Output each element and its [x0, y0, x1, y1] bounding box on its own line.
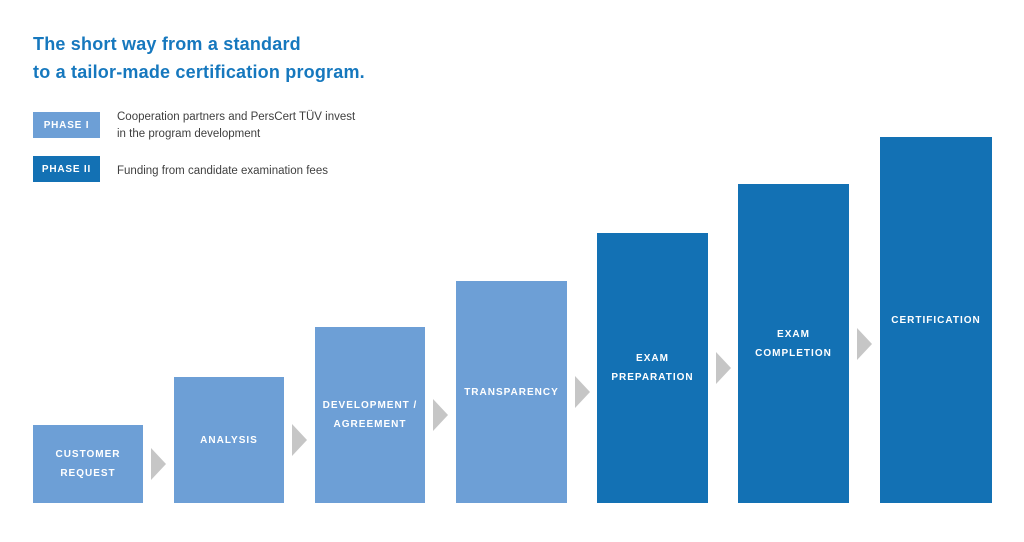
step-label-line: REQUEST: [60, 468, 116, 479]
title-line-1: The short way from a standard: [33, 34, 301, 54]
phase-2-badge: PHASE II: [33, 156, 100, 182]
step-label-line: CERTIFICATION: [891, 314, 981, 326]
step-arrow-icon: [716, 352, 731, 384]
step-bar-transparency: TRANSPARENCY: [456, 281, 567, 503]
phase-1-badge: PHASE I: [33, 112, 100, 138]
step-bar-exam-preparation: EXAM PREPARATION: [597, 233, 708, 503]
step-arrow-icon: [857, 328, 872, 360]
step-arrow-icon: [575, 376, 590, 408]
page-title: The short way from a standard to a tailo…: [33, 30, 365, 86]
title-line-2: to a tailor-made certification program.: [33, 62, 365, 82]
phase-1-description-line-1: Cooperation partners and PersCert TÜV in…: [117, 111, 356, 123]
phase-1-description: Cooperation partners and PersCert TÜV in…: [117, 109, 355, 143]
step-arrow-icon: [151, 448, 166, 480]
step-label-line: PREPARATION: [611, 372, 694, 383]
step-bar-development-agreement: DEVELOPMENT / AGREEMENT: [315, 327, 425, 503]
step-arrow-icon: [433, 399, 448, 431]
step-bar-certification: CERTIFICATION: [880, 137, 992, 503]
step-label-line: TRANSPARENCY: [464, 386, 559, 398]
step-bar-customer-request: CUSTOMER REQUEST: [33, 425, 143, 503]
phase-1-description-line-2: in the program development: [117, 128, 261, 140]
step-bar-exam-completion: EXAM COMPLETION: [738, 184, 849, 503]
step-label-line: CUSTOMER: [55, 449, 121, 460]
step-label-line: COMPLETION: [755, 347, 832, 359]
step-label-line: ANALYSIS: [200, 434, 258, 446]
phase-2-description: Funding from candidate examination fees: [117, 165, 328, 177]
step-label-line: DEVELOPMENT /: [322, 400, 418, 411]
step-label-line: EXAM: [636, 353, 669, 364]
step-label-line: EXAM: [777, 328, 810, 340]
step-arrow-icon: [292, 424, 307, 456]
step-label-line: AGREEMENT: [333, 419, 407, 430]
step-bar-analysis: ANALYSIS: [174, 377, 284, 503]
